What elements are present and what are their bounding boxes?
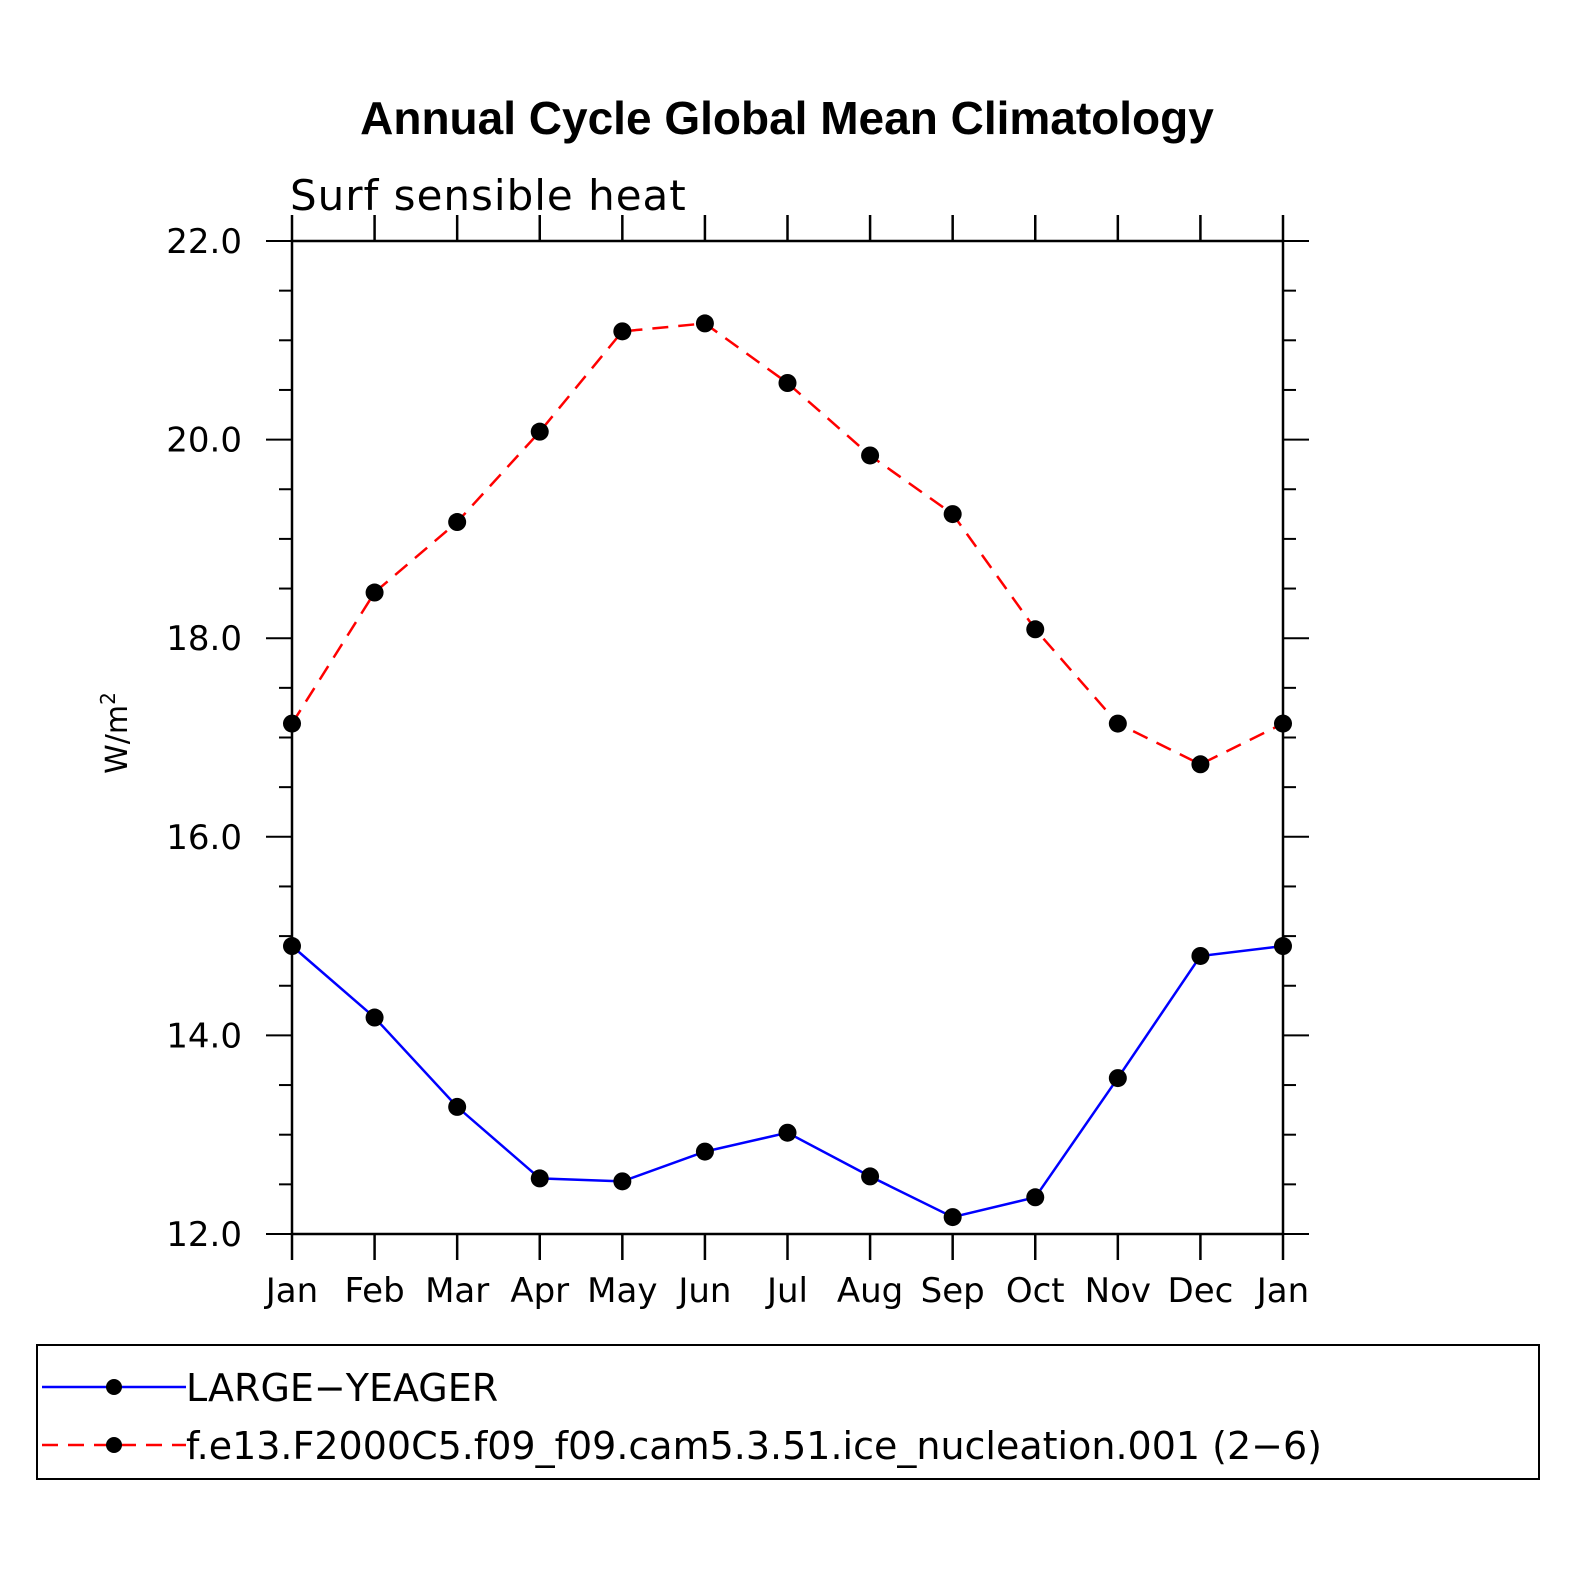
data-point-s1-4 — [613, 1172, 632, 1191]
data-point-s1-0 — [283, 937, 301, 956]
data-point-s1-9 — [1026, 1188, 1045, 1207]
y-tick-label: 18.0 — [166, 619, 242, 659]
legend-label-2: f.e13.F2000C5.f09_f09.cam5.3.51.ice_nucl… — [186, 1424, 1322, 1468]
data-point-s1-7 — [861, 1167, 880, 1186]
y-tick-label: 16.0 — [166, 818, 242, 858]
legend: LARGE−YEAGER f.e13.F2000C5.f09_f09.cam5.… — [36, 1344, 1540, 1480]
y-axis-label: W/m2 — [96, 692, 135, 774]
data-point-s2-4 — [613, 322, 632, 341]
series-lines — [290, 322, 1284, 1219]
data-point-s2-0 — [283, 714, 301, 733]
data-point-s2-10 — [1108, 714, 1127, 733]
x-tick-label: May — [587, 1271, 657, 1311]
series-line-1 — [291, 944, 1284, 1219]
x-tick-label: Jul — [765, 1271, 808, 1311]
chart-subtitle: Surf sensible heat — [290, 171, 687, 220]
data-point-s2-8 — [943, 505, 962, 524]
data-point-s1-12 — [1274, 937, 1292, 956]
legend-swatch-marker-2 — [106, 1437, 122, 1453]
data-point-s1-1 — [365, 1008, 384, 1027]
data-point-s1-10 — [1108, 1069, 1127, 1088]
data-point-s2-2 — [448, 513, 467, 532]
x-tick-label: Nov — [1085, 1271, 1151, 1311]
data-point-s2-7 — [861, 446, 880, 465]
data-point-s2-12 — [1274, 714, 1292, 733]
axes: 12.0 14.0 16.0 18.0 20.0 22.0 Jan Feb Mar Apr May J… — [166, 215, 1309, 1311]
data-point-s2-5 — [695, 314, 714, 333]
chart-title: Annual Cycle Global Mean Climatology — [360, 92, 1214, 144]
x-tick-label: Apr — [510, 1271, 569, 1311]
data-point-s2-1 — [365, 583, 384, 602]
x-tick-label: Dec — [1168, 1271, 1234, 1311]
data-point-s2-11 — [1191, 755, 1210, 774]
y-tick-label: 12.0 — [166, 1215, 242, 1255]
x-tick-label: Jun — [676, 1271, 731, 1311]
x-tick-label: Feb — [344, 1271, 404, 1311]
data-point-s1-3 — [530, 1169, 549, 1188]
data-point-s1-2 — [448, 1097, 467, 1116]
data-point-s2-6 — [778, 373, 797, 392]
x-tick-label: Jan — [264, 1271, 318, 1311]
x-tick-label: Mar — [425, 1271, 489, 1311]
x-tick-label: Jan — [1255, 1271, 1309, 1311]
y-axis-label-text: W/m2 — [96, 692, 135, 774]
x-tick-label: Oct — [1006, 1271, 1065, 1311]
data-point-s1-5 — [695, 1142, 714, 1161]
y-tick-label: 14.0 — [166, 1016, 242, 1056]
data-point-s1-8 — [943, 1208, 962, 1227]
data-point-s1-11 — [1191, 946, 1210, 965]
legend-swatch-marker-1 — [106, 1379, 122, 1395]
legend-label-1: LARGE−YEAGER — [186, 1366, 498, 1410]
y-tick-label: 20.0 — [166, 421, 242, 461]
data-point-s2-9 — [1026, 620, 1045, 639]
x-tick-label: Sep — [921, 1271, 985, 1311]
y-tick-label: 22.0 — [166, 222, 242, 262]
data-point-s1-6 — [778, 1123, 797, 1142]
data-markers — [283, 314, 1292, 1227]
y-axis-label-base: W/m — [100, 705, 135, 774]
legend-box — [36, 1344, 1540, 1480]
data-point-s2-3 — [530, 422, 549, 441]
x-tick-label: Aug — [837, 1271, 903, 1311]
y-axis-label-superscript: 2 — [96, 692, 120, 705]
